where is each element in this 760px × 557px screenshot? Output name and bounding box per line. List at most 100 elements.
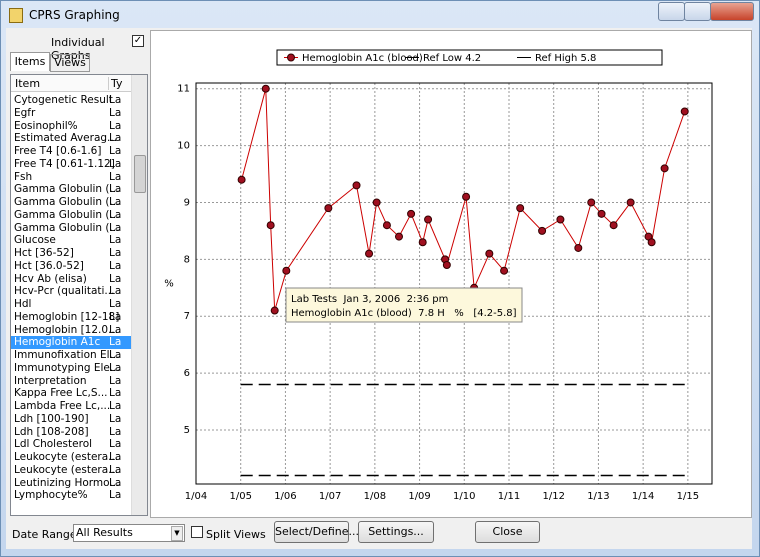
minimize-button[interactable]	[658, 2, 685, 21]
list-row[interactable]: Lambda Free Lc,... La	[11, 400, 131, 413]
legend-box	[276, 49, 663, 66]
list-row[interactable]: Gamma Globulin (... La	[11, 209, 131, 222]
tab[interactable]: Views	[50, 54, 90, 72]
sidebar: Individual Graphs ✓ Items Views Item Ty …	[8, 30, 148, 516]
x-tick-label: 1/14	[632, 491, 654, 502]
list-row[interactable]: Hemoglobin [12.0... La	[11, 324, 131, 337]
item-type: La	[109, 323, 122, 336]
list-row[interactable]: Free T4 [0.6-1.6] La	[11, 145, 131, 158]
item-name: Hdl	[14, 298, 32, 310]
x-tick-label: 1/15	[677, 491, 699, 502]
y-tick-label: 6	[184, 368, 190, 379]
list-row[interactable]: Ldl Cholesterol La	[11, 438, 131, 451]
scroll-thumb[interactable]	[134, 155, 146, 193]
list-row[interactable]: Free T4 [0.61-1.12] La	[11, 158, 131, 171]
close-button[interactable]: Close	[475, 521, 540, 543]
x-tick-label: 1/05	[229, 491, 251, 502]
item-name: Egfr	[14, 106, 36, 119]
item-type: La	[109, 489, 122, 502]
list-row[interactable]: Fsh La	[11, 171, 131, 184]
legend-label: Ref High 5.8	[535, 53, 596, 64]
list-row[interactable]: Kappa Free Lc,S... La	[11, 387, 131, 400]
list-row[interactable]: Gamma Globulin (... La	[11, 183, 131, 196]
item-type: La	[109, 438, 122, 451]
item-name: Fsh	[14, 170, 33, 183]
list-row[interactable]: Glucose La	[11, 234, 131, 247]
data-point	[407, 209, 416, 218]
data-point	[418, 238, 427, 247]
list-row[interactable]: Hct [36-52] La	[11, 247, 131, 260]
item-list[interactable]: Item Ty Cytogenetic Result La Egfr La Eosino…	[10, 74, 148, 516]
list-row[interactable]: Gamma Globulin (... La	[11, 196, 131, 209]
item-type: La	[109, 196, 122, 208]
list-row[interactable]: Hdl La	[11, 298, 131, 311]
y-tick-label: 5	[184, 425, 190, 436]
list-row[interactable]: Ldh [108-208] La	[11, 426, 131, 439]
list-row[interactable]: Leukocyte (estera... La	[11, 464, 131, 477]
list-row[interactable]: Hcv Ab (elisa) La	[11, 273, 131, 286]
item-name: Gamma Globulin (...	[14, 196, 120, 208]
item-name: Gamma Globulin (...	[14, 208, 120, 221]
item-type: La	[109, 387, 122, 400]
tab[interactable]: Items	[10, 52, 50, 71]
item-name: Gamma Globulin (...	[14, 221, 120, 234]
list-row[interactable]: Cytogenetic Result La	[11, 94, 131, 107]
series-line	[241, 88, 686, 311]
select-define-button[interactable]: Select/Define...	[274, 521, 359, 543]
item-name: Immunotyping Ele...	[14, 361, 120, 374]
list-row[interactable]: Hcv-Pcr (qualitati... La	[11, 285, 131, 298]
item-name: Hcv-Pcr (qualitati...	[14, 285, 115, 298]
column-header[interactable]: Item	[15, 77, 41, 90]
list-row[interactable]: Leukocyte (estera... La	[11, 451, 131, 464]
date-range-select[interactable]: All Results ▼	[73, 524, 185, 542]
item-name: Cytogenetic Result	[14, 94, 113, 106]
individual-graphs-checkbox[interactable]: ✓	[132, 35, 144, 47]
item-type: La	[109, 208, 122, 221]
data-point	[660, 164, 669, 173]
date-range-value: All Results	[76, 526, 133, 539]
list-row[interactable]: Ldh [100-190] La	[11, 413, 131, 426]
list-row[interactable]: Gamma Globulin (... La	[11, 222, 131, 235]
list-row[interactable]: Hct [36.0-52] La	[11, 260, 131, 273]
item-type: La	[109, 94, 122, 106]
data-point	[266, 221, 275, 230]
x-tick-label: 1/06	[274, 491, 296, 502]
list-row[interactable]: Eosinophil% La	[11, 120, 131, 133]
y-tick-label: 7	[184, 311, 190, 322]
split-views-checkbox[interactable]	[191, 526, 203, 538]
scrollbar[interactable]	[131, 75, 147, 515]
tooltip-text: Lab Tests Jan 3, 2006 2:36 pm	[291, 294, 448, 305]
item-type: La	[109, 221, 122, 234]
list-row[interactable]: Immunofixation El... La	[11, 349, 131, 362]
data-point	[365, 249, 374, 258]
list-row[interactable]: Egfr La	[11, 107, 131, 120]
x-tick-label: 1/09	[408, 491, 430, 502]
chart: 5 6 7 8 9 10 11 1/04 1/05 1/06 1/07 1/08 1/09 1/10 1/1…	[164, 49, 713, 502]
list-row[interactable]: Hemoglobin A1c La	[11, 336, 131, 350]
x-tick-label: 1/12	[542, 491, 564, 502]
list-row[interactable]: Interpretation La	[11, 375, 131, 388]
close-window-button[interactable]	[710, 2, 754, 21]
legend-label: Hemoglobin A1c (blood)	[302, 53, 423, 64]
app-icon	[9, 7, 23, 23]
list-row[interactable]: Leutinizing Hormo... La	[11, 477, 131, 490]
settings-button[interactable]: Settings...	[358, 521, 434, 543]
item-type: La	[109, 425, 122, 438]
item-name: Free T4 [0.6-1.6]	[14, 145, 102, 157]
list-row[interactable]: Estimated Averag... La	[11, 132, 131, 145]
item-type: La	[109, 247, 122, 259]
list-row[interactable]: Immunotyping Ele... La	[11, 362, 131, 375]
legend-label: Ref Low 4.2	[423, 53, 481, 64]
data-point	[597, 209, 606, 218]
list-row[interactable]: Hemoglobin [12-18] La	[11, 311, 131, 324]
item-name: Lambda Free Lc,...	[14, 400, 111, 412]
data-point	[516, 204, 525, 213]
column-header[interactable]: Ty	[108, 77, 123, 90]
list-row[interactable]: Lymphocyte% La	[11, 489, 131, 502]
data-point	[626, 198, 635, 207]
x-tick-label: 1/11	[498, 491, 520, 502]
data-point	[270, 306, 279, 315]
data-point	[462, 192, 471, 201]
item-name: Interpretation	[14, 374, 87, 387]
maximize-button[interactable]	[684, 2, 711, 21]
